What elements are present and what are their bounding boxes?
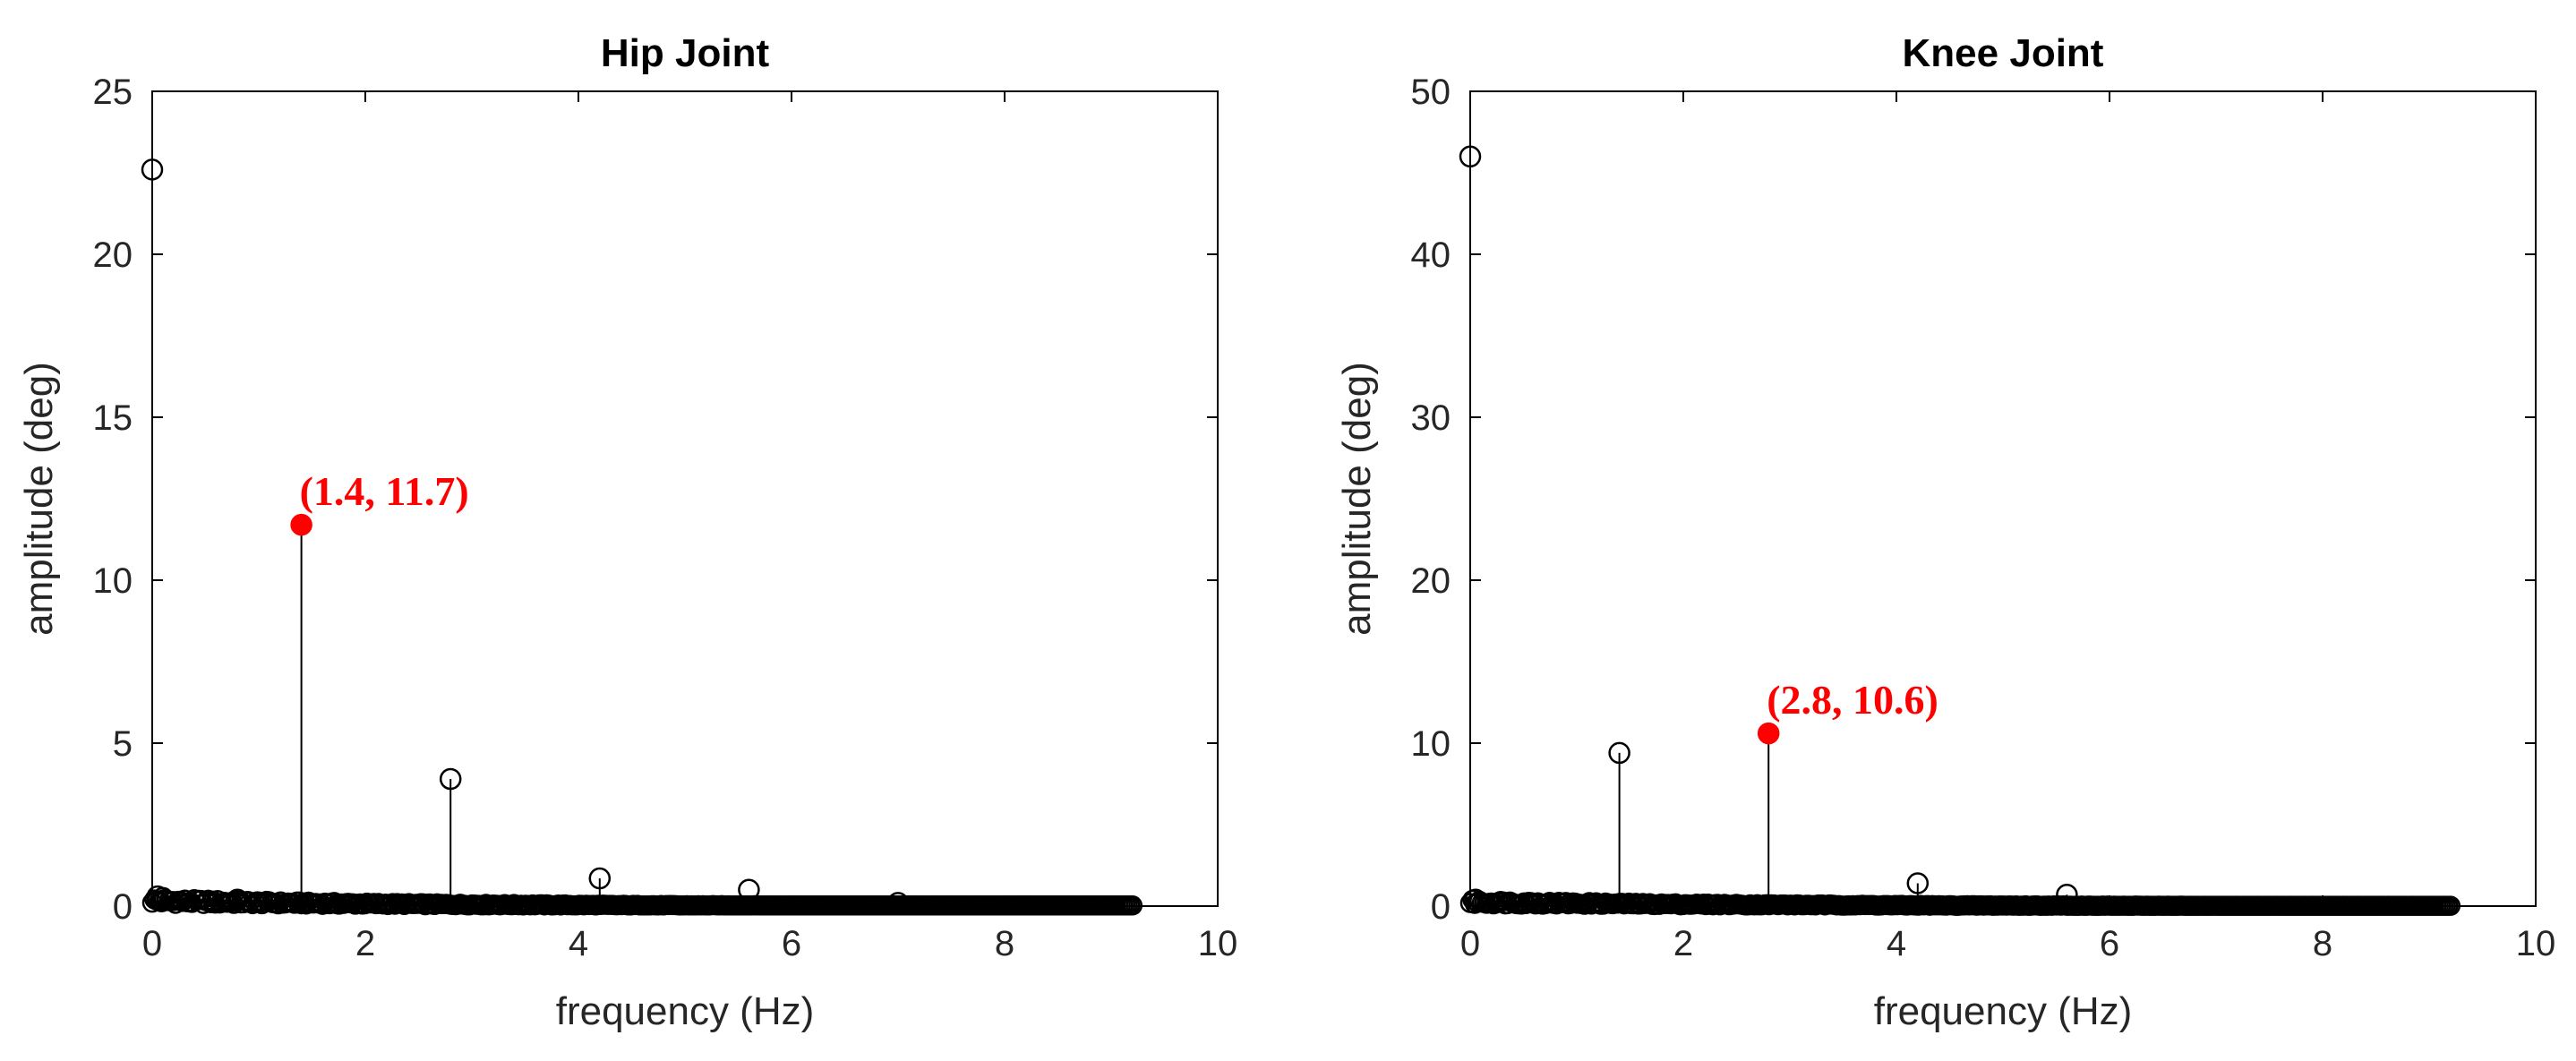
hip-y-tick-label: 10 <box>93 561 133 601</box>
hip-x-tick-label: 6 <box>782 924 801 963</box>
knee-floor-marker <box>2440 895 2461 916</box>
hip-x-tick-label: 4 <box>569 924 588 963</box>
hip-highlight-point <box>290 513 312 536</box>
knee-peak-annotation: (2.8, 10.6) <box>1767 677 1938 723</box>
knee-joint-chart: 0 2 4 6 8 10 0 10 20 30 40 50 Knee Joint frequency (H… <box>1335 31 2555 1033</box>
knee-data-point <box>1464 888 1487 911</box>
hip-y-axis-label: amplitude (deg) <box>17 362 61 636</box>
knee-x-tick-label: 4 <box>1887 924 1906 963</box>
hip-x-tick-label: 0 <box>142 924 162 963</box>
knee-data-point <box>1459 145 1482 168</box>
hip-peak-annotation: (1.4, 11.7) <box>300 468 469 514</box>
knee-data-point <box>1608 741 1630 765</box>
hip-y-tick-label: 25 <box>93 73 133 112</box>
hip-data-point <box>738 878 760 902</box>
hip-data-point <box>226 888 249 911</box>
knee-y-tick-label: 30 <box>1411 398 1451 438</box>
knee-highlight-point <box>1757 722 1780 745</box>
hip-data-point <box>588 867 612 890</box>
hip-chart-title: Hip Joint <box>601 31 770 75</box>
hip-y-tick-label: 20 <box>93 235 133 275</box>
knee-y-tick-label: 40 <box>1411 235 1451 275</box>
knee-data-point <box>1906 872 1930 894</box>
knee-y-tick-label: 0 <box>1431 887 1451 927</box>
hip-data-point <box>151 886 175 910</box>
knee-noise-floor-markers <box>1459 889 2461 916</box>
knee-x-tick-label: 6 <box>2100 924 2119 963</box>
knee-x-tick-label: 10 <box>2516 924 2556 963</box>
knee-y-tick-label: 50 <box>1411 73 1451 112</box>
hip-data-point <box>141 158 164 181</box>
knee-axes-box <box>1469 90 2537 907</box>
hip-y-tick-label: 0 <box>113 887 133 927</box>
knee-y-tick-label: 10 <box>1411 724 1451 764</box>
hip-joint-chart: 0 2 4 6 8 10 0 5 10 15 20 25 Hip Joint frequency (Hz)… <box>17 31 1237 1033</box>
hip-x-tick-label: 2 <box>355 924 375 963</box>
hip-x-tick-label: 8 <box>995 924 1014 963</box>
knee-x-tick-label: 2 <box>1673 924 1693 963</box>
knee-data-point <box>2056 884 2078 906</box>
hip-y-tick-label: 5 <box>113 724 133 764</box>
hip-data-point <box>886 892 910 914</box>
knee-chart-title: Knee Joint <box>1903 31 2104 75</box>
knee-x-tick-label: 0 <box>1460 924 1480 963</box>
knee-y-axis-label: amplitude (deg) <box>1335 362 1379 636</box>
hip-y-tick-label: 15 <box>93 398 133 438</box>
hip-floor-marker <box>1122 895 1143 916</box>
knee-y-tick-label: 20 <box>1411 561 1451 601</box>
hip-data-point <box>439 767 462 791</box>
hip-x-tick-label: 10 <box>1198 924 1238 963</box>
hip-x-axis-label: frequency (Hz) <box>556 989 815 1033</box>
hip-noise-floor-markers <box>141 888 1143 916</box>
knee-x-axis-label: frequency (Hz) <box>1874 989 2133 1033</box>
knee-x-tick-label: 8 <box>2313 924 2332 963</box>
